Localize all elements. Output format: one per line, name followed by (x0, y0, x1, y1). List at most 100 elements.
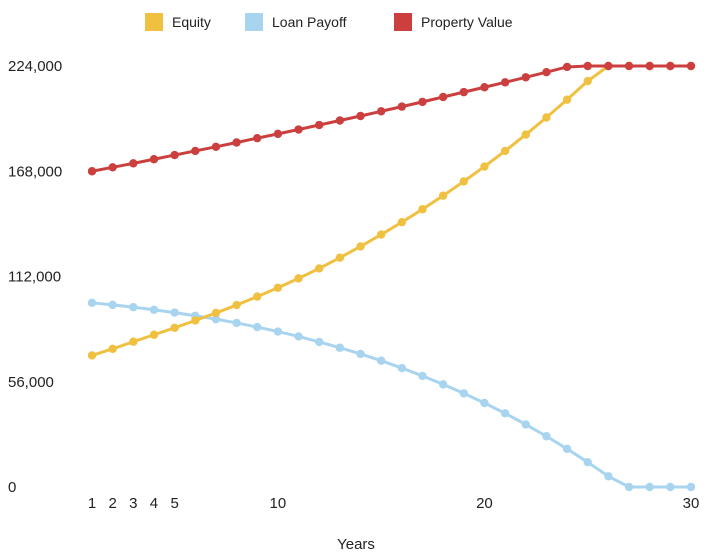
data-point-property-value[interactable] (108, 163, 117, 172)
data-point-loan-payoff[interactable] (480, 398, 489, 408)
data-point-equity[interactable] (562, 95, 572, 104)
data-point-equity[interactable] (108, 344, 117, 354)
legend-label-property-value: Property Value (421, 14, 513, 30)
data-point-equity[interactable] (500, 146, 510, 156)
data-point-loan-payoff[interactable] (521, 420, 530, 429)
data-point-property-value[interactable] (666, 61, 675, 71)
data-point-property-value[interactable] (211, 142, 221, 152)
data-point-loan-payoff[interactable] (542, 432, 551, 441)
series-line-loan-payoff (90, 301, 693, 489)
data-point-loan-payoff[interactable] (87, 298, 97, 308)
data-point-property-value[interactable] (253, 133, 262, 143)
data-point-equity[interactable] (273, 283, 283, 292)
data-point-loan-payoff[interactable] (108, 300, 117, 310)
data-point-loan-payoff[interactable] (562, 444, 572, 454)
data-point-property-value[interactable] (294, 125, 303, 134)
data-point-equity[interactable] (191, 316, 200, 325)
data-point-property-value[interactable] (376, 107, 386, 116)
data-point-equity[interactable] (335, 253, 345, 262)
data-point-loan-payoff[interactable] (376, 356, 386, 365)
data-point-property-value[interactable] (356, 111, 365, 121)
data-point-property-value[interactable] (562, 62, 572, 72)
data-point-property-value[interactable] (604, 61, 613, 71)
data-point-property-value[interactable] (624, 61, 634, 71)
y-tick-label: 112,000 (8, 269, 61, 286)
data-point-property-value[interactable] (315, 120, 324, 130)
legend-item-equity[interactable]: Equity (145, 13, 211, 31)
data-point-property-value[interactable] (686, 61, 696, 71)
data-point-equity[interactable] (294, 274, 303, 283)
data-point-loan-payoff[interactable] (397, 363, 407, 373)
data-point-loan-payoff[interactable] (232, 318, 241, 328)
data-point-property-value[interactable] (500, 78, 510, 87)
data-point-equity[interactable] (459, 177, 468, 186)
data-point-loan-payoff[interactable] (170, 308, 179, 317)
data-point-loan-payoff[interactable] (335, 343, 345, 352)
data-point-loan-payoff[interactable] (273, 327, 283, 336)
data-point-property-value[interactable] (335, 116, 345, 125)
data-point-loan-payoff[interactable] (253, 322, 262, 332)
x-tick-label: 30 (683, 495, 700, 512)
data-point-loan-payoff[interactable] (356, 349, 365, 359)
data-point-equity[interactable] (170, 323, 179, 333)
data-point-loan-payoff[interactable] (583, 457, 592, 467)
data-point-loan-payoff[interactable] (686, 482, 696, 492)
legend-swatch-loan-payoff (245, 13, 263, 31)
data-point-loan-payoff[interactable] (459, 389, 468, 398)
legend-label-loan-payoff: Loan Payoff (272, 14, 347, 30)
data-point-equity[interactable] (542, 113, 551, 122)
data-point-property-value[interactable] (459, 87, 468, 97)
data-point-property-value[interactable] (232, 138, 241, 147)
x-tick-label: 4 (150, 495, 158, 512)
data-point-property-value[interactable] (583, 61, 592, 71)
data-point-equity[interactable] (232, 300, 241, 310)
data-point-property-value[interactable] (521, 73, 530, 82)
data-point-equity[interactable] (356, 242, 365, 251)
data-point-equity[interactable] (521, 130, 530, 139)
data-point-equity[interactable] (583, 76, 592, 86)
data-point-property-value[interactable] (480, 83, 489, 92)
data-point-loan-payoff[interactable] (666, 482, 675, 492)
x-tick-label: 1 (88, 495, 96, 512)
data-point-property-value[interactable] (418, 97, 427, 107)
data-point-loan-payoff[interactable] (149, 305, 159, 314)
data-point-property-value[interactable] (87, 167, 97, 176)
data-point-equity[interactable] (397, 217, 407, 227)
data-point-equity[interactable] (376, 230, 386, 239)
data-point-equity[interactable] (87, 351, 97, 360)
data-point-property-value[interactable] (191, 146, 200, 156)
data-point-equity[interactable] (315, 264, 324, 273)
data-point-equity[interactable] (253, 292, 262, 301)
legend-item-property-value[interactable]: Property Value (394, 13, 513, 31)
data-point-equity[interactable] (211, 308, 221, 318)
y-tick-label: 0 (8, 479, 16, 496)
data-point-loan-payoff[interactable] (315, 337, 324, 347)
data-point-equity[interactable] (438, 191, 448, 200)
series-equity (87, 61, 696, 360)
data-point-equity[interactable] (480, 162, 489, 171)
data-point-property-value[interactable] (438, 92, 448, 102)
x-tick-label: 3 (129, 495, 137, 512)
data-point-loan-payoff[interactable] (645, 482, 654, 492)
data-point-loan-payoff[interactable] (129, 302, 138, 312)
data-point-loan-payoff[interactable] (604, 472, 613, 481)
data-point-property-value[interactable] (273, 129, 283, 139)
data-point-loan-payoff[interactable] (500, 409, 510, 418)
data-point-loan-payoff[interactable] (624, 482, 634, 492)
data-point-property-value[interactable] (645, 61, 654, 71)
data-point-loan-payoff[interactable] (418, 371, 427, 381)
legend-item-loan-payoff[interactable]: Loan Payoff (245, 13, 347, 31)
data-point-property-value[interactable] (397, 102, 407, 111)
data-point-equity[interactable] (129, 337, 138, 346)
data-point-property-value[interactable] (542, 68, 551, 77)
data-point-equity[interactable] (418, 205, 427, 214)
data-point-property-value[interactable] (149, 155, 159, 164)
data-point-equity[interactable] (149, 330, 159, 339)
data-point-loan-payoff[interactable] (211, 314, 221, 324)
legend-swatch-property-value (394, 13, 412, 31)
data-point-loan-payoff[interactable] (438, 380, 448, 389)
data-point-loan-payoff[interactable] (294, 332, 303, 341)
data-point-property-value[interactable] (129, 159, 138, 168)
data-point-property-value[interactable] (170, 150, 179, 160)
